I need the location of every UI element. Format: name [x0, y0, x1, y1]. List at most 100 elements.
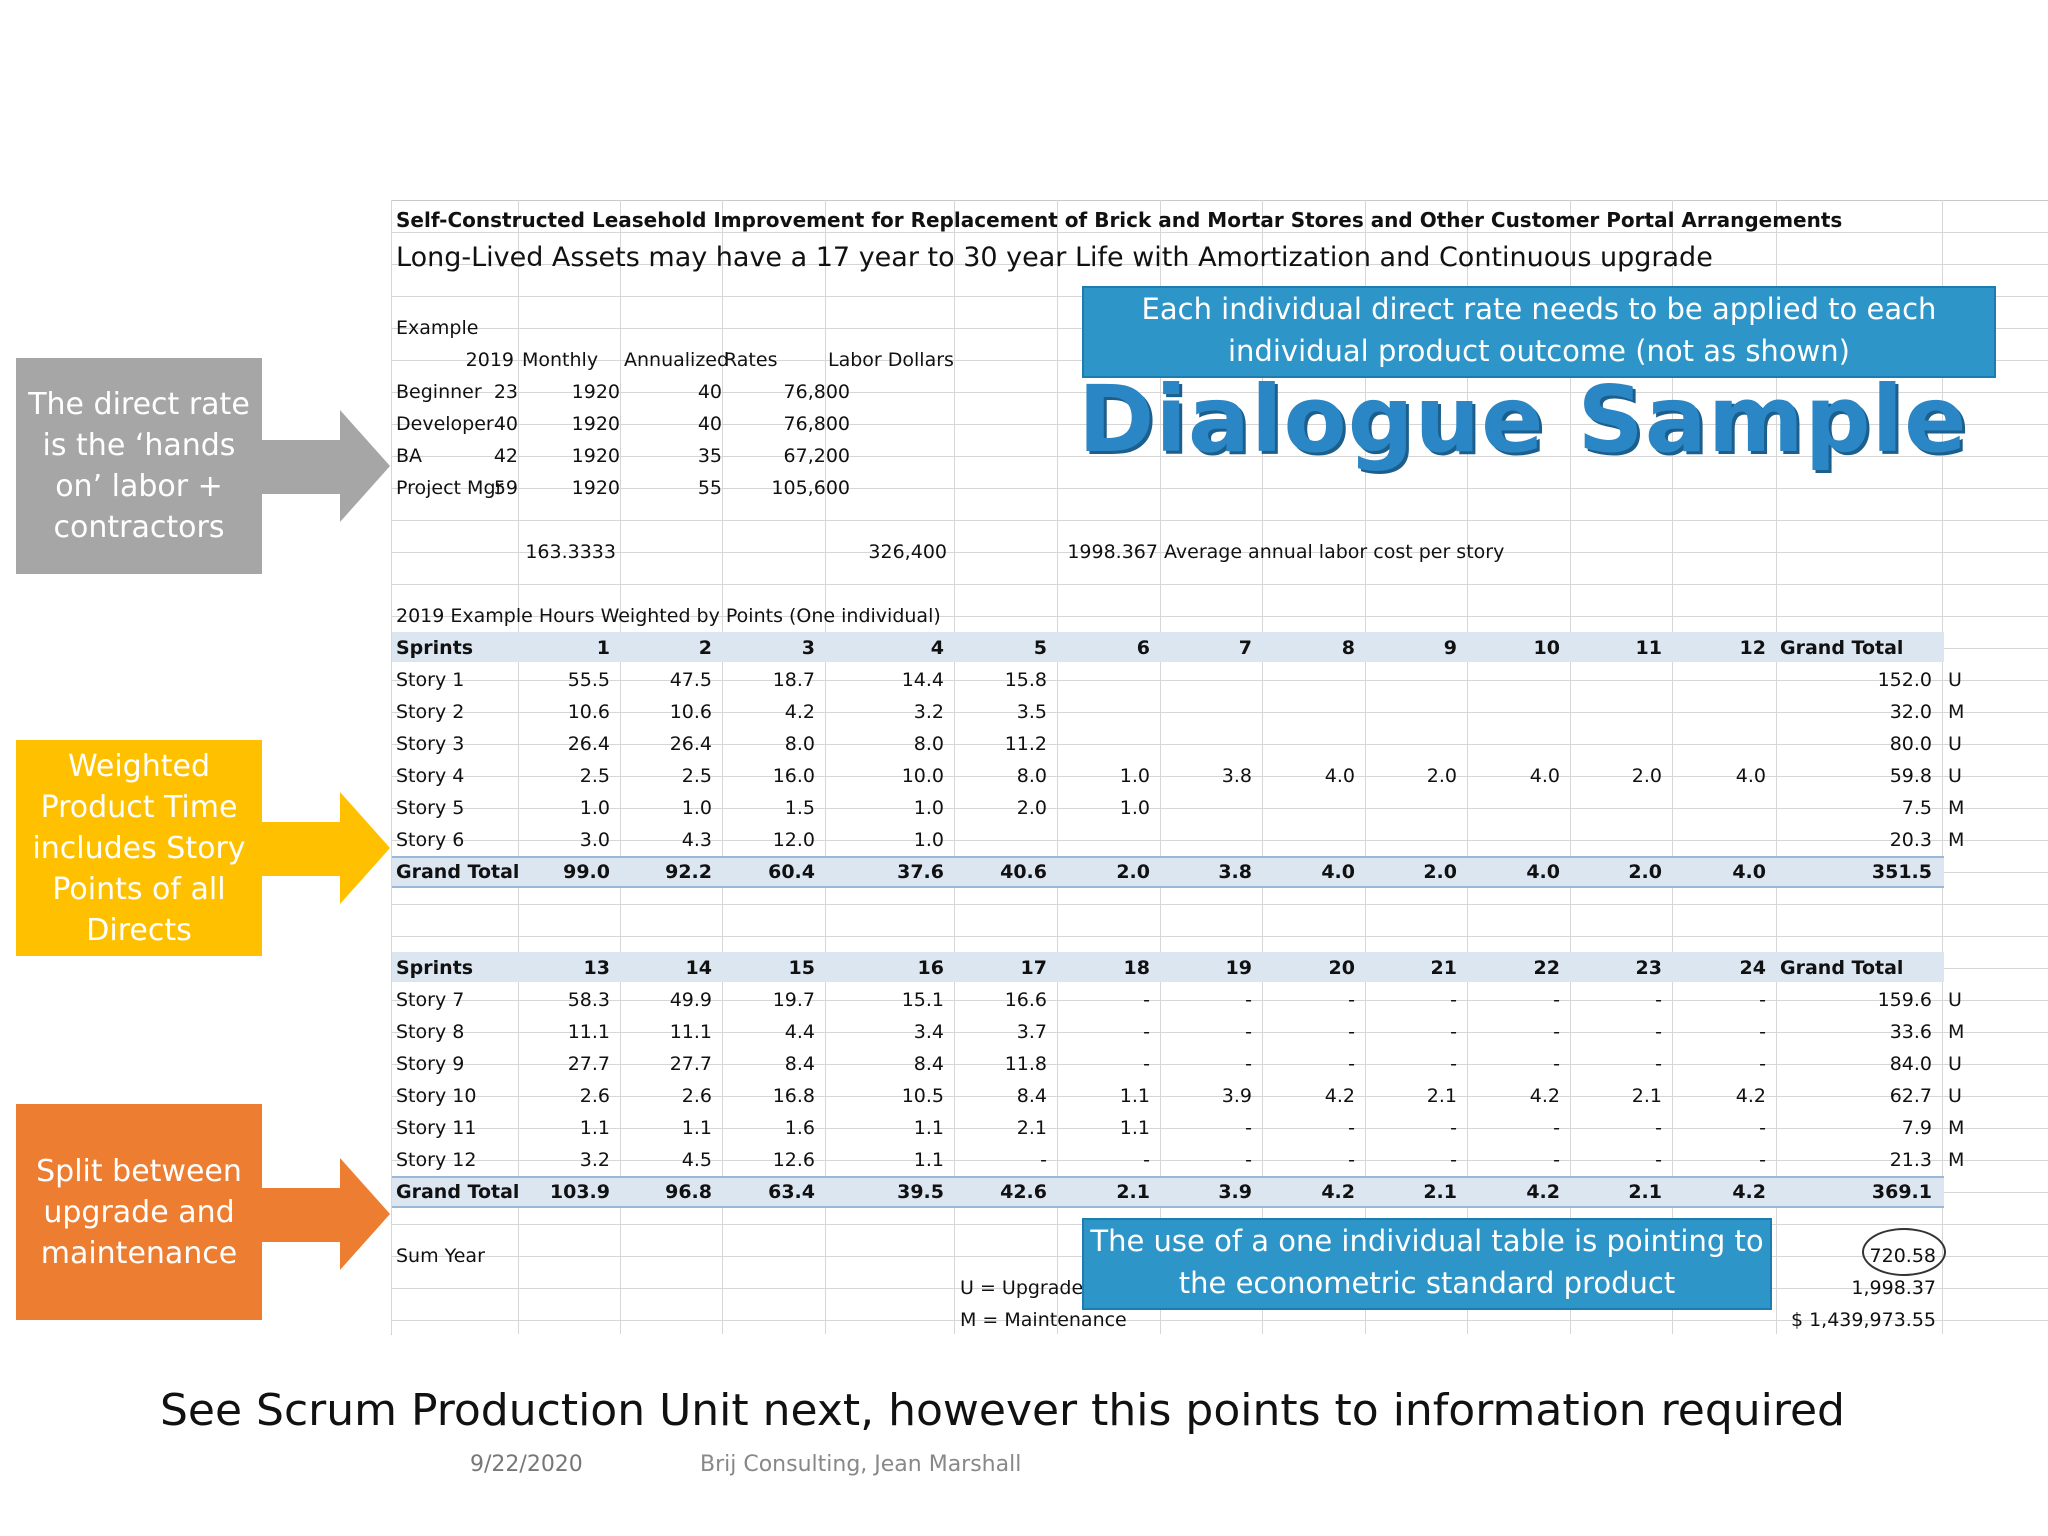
table-cell: 2.0 [1628, 861, 1662, 883]
grid-column-line [722, 200, 723, 1334]
table-cell: 2.6 [681, 1085, 712, 1107]
avg-value: 1998.367 [1067, 541, 1158, 563]
table-cell: 40.6 [1000, 861, 1047, 883]
sprint-number: 16 [917, 957, 944, 979]
sprint-number: 7 [1238, 637, 1252, 659]
sprint-number: 12 [1739, 637, 1766, 659]
example-value: 59 [493, 477, 518, 499]
section-title: 2019 Example Hours Weighted by Points (O… [396, 605, 941, 627]
type-code: M [1948, 829, 1965, 851]
example-header: Monthly [522, 349, 599, 371]
table-cell: 1.5 [784, 797, 815, 819]
type-code: U [1948, 1053, 1962, 1075]
footer-author: Brij Consulting, Jean Marshall [700, 1452, 1022, 1477]
example-role: BA [396, 445, 423, 467]
table-cell: - [1655, 1117, 1662, 1139]
table-cell: 11.1 [669, 1021, 712, 1043]
example-label: Example [396, 317, 479, 339]
table-cell: - [1655, 1149, 1662, 1171]
table-cell: 4.2 [1732, 1181, 1766, 1203]
blue-note-bottom: The use of a one individual table is poi… [1082, 1218, 1772, 1310]
sum-value-2: 1,998.37 [1851, 1277, 1936, 1299]
table-cell: 2.6 [579, 1085, 610, 1107]
grid-column-line [620, 200, 621, 1334]
table-cell: 10.5 [901, 1085, 944, 1107]
table-cell: 3.4 [913, 1021, 944, 1043]
table-cell: 369.1 [1871, 1181, 1932, 1203]
table-cell: 84.0 [1889, 1053, 1932, 1075]
example-role: Developer [396, 413, 494, 435]
arrow-orange-shaft [262, 1188, 342, 1242]
type-code: M [1948, 1117, 1965, 1139]
type-code: U [1948, 669, 1962, 691]
table-cell: 1.0 [579, 797, 610, 819]
callout-split: Split between upgrade and maintenance [16, 1104, 262, 1320]
table-cell: 1.1 [913, 1117, 944, 1139]
table-cell: 47.5 [669, 669, 712, 691]
sprint-number: 9 [1443, 637, 1457, 659]
table-cell: 103.9 [549, 1181, 610, 1203]
table-cell: - [1143, 1053, 1150, 1075]
row-label: Story 5 [396, 797, 465, 819]
grand-total-header: Grand Total [1780, 957, 1904, 979]
sprint-number: 1 [596, 637, 610, 659]
row-label: Story 10 [396, 1085, 477, 1107]
table-cell: 16.8 [772, 1085, 815, 1107]
table-cell: 1.0 [1119, 797, 1150, 819]
table-cell: 2.1 [1426, 1085, 1457, 1107]
grid-column-line [1057, 200, 1058, 1334]
table-cell: - [1348, 1117, 1355, 1139]
table-cell: 80.0 [1889, 733, 1932, 755]
table-cell: 2.1 [1628, 1181, 1662, 1203]
table-cell: 3.9 [1221, 1085, 1252, 1107]
table-cell: 1.1 [1119, 1085, 1150, 1107]
table-cell: 10.6 [567, 701, 610, 723]
legend-upgrade: U = Upgrade [960, 1277, 1084, 1299]
type-code: M [1948, 797, 1965, 819]
table-cell: 62.7 [1889, 1085, 1932, 1107]
table-cell: 4.0 [1529, 765, 1560, 787]
table-cell: 3.0 [579, 829, 610, 851]
table-cell: 8.0 [1016, 765, 1047, 787]
example-value: 67,200 [783, 445, 850, 467]
sprint-number: 6 [1136, 637, 1150, 659]
table-cell: - [1553, 1149, 1560, 1171]
sprint-number: 5 [1033, 637, 1047, 659]
table-cell: 2.5 [579, 765, 610, 787]
sprint-number: 19 [1225, 957, 1252, 979]
table-cell: 4.0 [1324, 765, 1355, 787]
grid-column-line [1467, 200, 1468, 1334]
table-cell: - [1245, 989, 1252, 1011]
sprint-number: 8 [1341, 637, 1355, 659]
table-cell: - [1759, 1117, 1766, 1139]
table-cell: 15.1 [901, 989, 944, 1011]
sprint-number: 14 [685, 957, 712, 979]
row-label: Story 6 [396, 829, 465, 851]
table-cell: 4.2 [1529, 1085, 1560, 1107]
spreadsheet [391, 200, 2048, 1335]
table-cell: 33.6 [1889, 1021, 1932, 1043]
table-cell: 10.0 [901, 765, 944, 787]
sprint-number: 2 [698, 637, 712, 659]
table-cell: - [1040, 1149, 1047, 1171]
table-cell: 20.3 [1889, 829, 1932, 851]
table-cell: 55.5 [567, 669, 610, 691]
sprint-number: 3 [801, 637, 815, 659]
table-cell: 4.5 [681, 1149, 712, 1171]
table-cell: 2.0 [1423, 861, 1457, 883]
sum-value-3: $ 1,439,973.55 [1790, 1309, 1936, 1331]
table-cell: 21.3 [1889, 1149, 1932, 1171]
table-cell: 7.5 [1901, 797, 1932, 819]
example-value: 40 [493, 413, 518, 435]
grid-column-line [1160, 200, 1161, 1334]
table-cell: 63.4 [768, 1181, 815, 1203]
table-cell: 27.7 [567, 1053, 610, 1075]
table-cell: - [1655, 1021, 1662, 1043]
row-label: Story 2 [396, 701, 465, 723]
table-cell: 8.0 [913, 733, 944, 755]
table-cell: 4.2 [784, 701, 815, 723]
table-cell: - [1450, 989, 1457, 1011]
table-cell: 3.5 [1016, 701, 1047, 723]
example-total-labor: 326,400 [868, 541, 947, 563]
example-value: 42 [493, 445, 518, 467]
